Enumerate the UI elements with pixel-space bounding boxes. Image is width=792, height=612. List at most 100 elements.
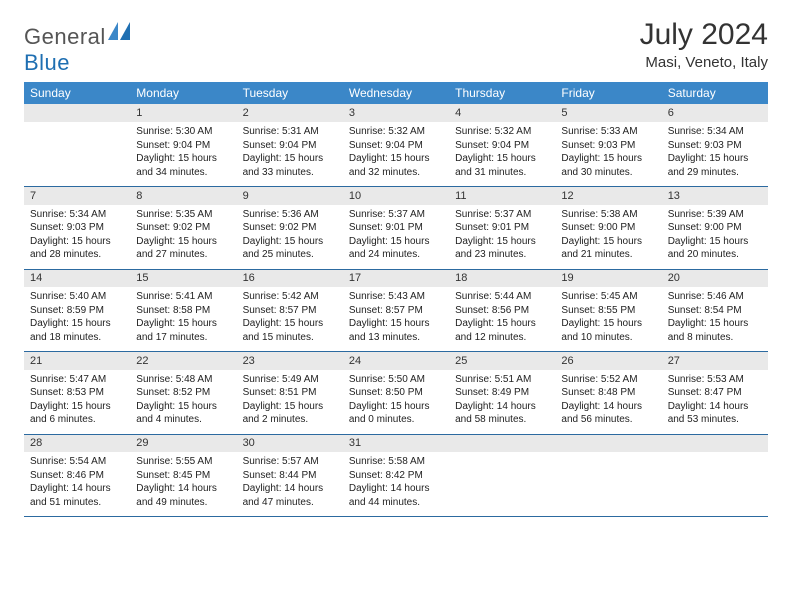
brand-text: GeneralBlue bbox=[24, 24, 132, 76]
day-number-cell: 17 bbox=[343, 269, 449, 287]
detail-line: and 10 minutes. bbox=[561, 331, 655, 345]
day-detail-cell: Sunrise: 5:50 AMSunset: 8:50 PMDaylight:… bbox=[343, 370, 449, 434]
detail-line: and 6 minutes. bbox=[30, 413, 124, 427]
detail-line: Sunrise: 5:37 AM bbox=[349, 208, 443, 222]
title-block: July 2024 Masi, Veneto, Italy bbox=[640, 18, 768, 71]
detail-line: Sunset: 8:55 PM bbox=[561, 304, 655, 318]
day-detail-cell: Sunrise: 5:40 AMSunset: 8:59 PMDaylight:… bbox=[24, 287, 130, 351]
separator-cell bbox=[24, 516, 768, 517]
detail-line: Sunrise: 5:46 AM bbox=[668, 290, 762, 304]
detail-line: Sunrise: 5:50 AM bbox=[349, 373, 443, 387]
day-detail-cell: Sunrise: 5:48 AMSunset: 8:52 PMDaylight:… bbox=[130, 370, 236, 434]
detail-line: Sunrise: 5:36 AM bbox=[243, 208, 337, 222]
detail-line: Sunrise: 5:40 AM bbox=[30, 290, 124, 304]
detail-line: Sunset: 8:51 PM bbox=[243, 386, 337, 400]
day-detail-cell: Sunrise: 5:49 AMSunset: 8:51 PMDaylight:… bbox=[237, 370, 343, 434]
day-number-cell: 4 bbox=[449, 104, 555, 122]
day-number-cell: 6 bbox=[662, 104, 768, 122]
detail-line: Daylight: 14 hours bbox=[30, 482, 124, 496]
detail-line: Daylight: 15 hours bbox=[561, 317, 655, 331]
detail-line: Sunset: 9:03 PM bbox=[561, 139, 655, 153]
detail-line: and 58 minutes. bbox=[455, 413, 549, 427]
detail-line: Sunrise: 5:54 AM bbox=[30, 455, 124, 469]
detail-line: Daylight: 15 hours bbox=[455, 317, 549, 331]
day-number-cell: 3 bbox=[343, 104, 449, 122]
detail-line: and 24 minutes. bbox=[349, 248, 443, 262]
day-number-cell: 15 bbox=[130, 269, 236, 287]
detail-line: and 32 minutes. bbox=[349, 166, 443, 180]
detail-line: Daylight: 14 hours bbox=[455, 400, 549, 414]
day-number-cell: 13 bbox=[662, 187, 768, 205]
detail-line: Sunrise: 5:52 AM bbox=[561, 373, 655, 387]
day-number-cell: 10 bbox=[343, 187, 449, 205]
detail-line: Sunset: 9:04 PM bbox=[136, 139, 230, 153]
calendar-page: GeneralBlue July 2024 Masi, Veneto, Ital… bbox=[0, 0, 792, 527]
detail-line: Sunrise: 5:44 AM bbox=[455, 290, 549, 304]
day-number-cell: 7 bbox=[24, 187, 130, 205]
weekday-header-cell: Tuesday bbox=[237, 82, 343, 104]
calendar-table: SundayMondayTuesdayWednesdayThursdayFrid… bbox=[24, 82, 768, 517]
detail-line: Sunset: 9:04 PM bbox=[455, 139, 549, 153]
day-detail-cell: Sunrise: 5:32 AMSunset: 9:04 PMDaylight:… bbox=[343, 122, 449, 186]
detail-line: Daylight: 15 hours bbox=[30, 317, 124, 331]
detail-line: Sunset: 8:53 PM bbox=[30, 386, 124, 400]
detail-line: Sunrise: 5:33 AM bbox=[561, 125, 655, 139]
detail-line: Daylight: 15 hours bbox=[561, 235, 655, 249]
detail-line: and 18 minutes. bbox=[30, 331, 124, 345]
detail-line: Daylight: 15 hours bbox=[243, 317, 337, 331]
detail-line: Sunset: 9:00 PM bbox=[668, 221, 762, 235]
detail-line: Daylight: 15 hours bbox=[30, 235, 124, 249]
detail-line: Sunset: 8:54 PM bbox=[668, 304, 762, 318]
detail-line: Sunset: 8:52 PM bbox=[136, 386, 230, 400]
detail-line: Daylight: 15 hours bbox=[243, 235, 337, 249]
day-detail-cell: Sunrise: 5:41 AMSunset: 8:58 PMDaylight:… bbox=[130, 287, 236, 351]
detail-line: Daylight: 15 hours bbox=[668, 317, 762, 331]
day-detail-cell: Sunrise: 5:36 AMSunset: 9:02 PMDaylight:… bbox=[237, 205, 343, 269]
day-number-cell: 25 bbox=[449, 352, 555, 370]
detail-line: Sunrise: 5:41 AM bbox=[136, 290, 230, 304]
brand-logo: GeneralBlue bbox=[24, 18, 132, 76]
day-detail-cell bbox=[662, 452, 768, 516]
detail-line: Daylight: 15 hours bbox=[136, 152, 230, 166]
day-detail-row: Sunrise: 5:34 AMSunset: 9:03 PMDaylight:… bbox=[24, 205, 768, 269]
day-detail-cell bbox=[24, 122, 130, 186]
page-header: GeneralBlue July 2024 Masi, Veneto, Ital… bbox=[24, 18, 768, 76]
detail-line: Sunset: 9:03 PM bbox=[30, 221, 124, 235]
day-detail-cell: Sunrise: 5:55 AMSunset: 8:45 PMDaylight:… bbox=[130, 452, 236, 516]
day-detail-cell: Sunrise: 5:52 AMSunset: 8:48 PMDaylight:… bbox=[555, 370, 661, 434]
day-number-cell: 12 bbox=[555, 187, 661, 205]
day-detail-cell: Sunrise: 5:44 AMSunset: 8:56 PMDaylight:… bbox=[449, 287, 555, 351]
detail-line: and 56 minutes. bbox=[561, 413, 655, 427]
detail-line: and 30 minutes. bbox=[561, 166, 655, 180]
detail-line: Daylight: 14 hours bbox=[668, 400, 762, 414]
day-detail-cell: Sunrise: 5:34 AMSunset: 9:03 PMDaylight:… bbox=[24, 205, 130, 269]
day-number-cell: 2 bbox=[237, 104, 343, 122]
detail-line: Daylight: 15 hours bbox=[349, 400, 443, 414]
detail-line: and 8 minutes. bbox=[668, 331, 762, 345]
detail-line: Sunrise: 5:58 AM bbox=[349, 455, 443, 469]
day-number-cell: 9 bbox=[237, 187, 343, 205]
day-detail-cell: Sunrise: 5:31 AMSunset: 9:04 PMDaylight:… bbox=[237, 122, 343, 186]
day-number-cell: 31 bbox=[343, 434, 449, 452]
detail-line: Sunrise: 5:45 AM bbox=[561, 290, 655, 304]
detail-line: and 21 minutes. bbox=[561, 248, 655, 262]
day-number-cell: 19 bbox=[555, 269, 661, 287]
day-number-cell: 30 bbox=[237, 434, 343, 452]
detail-line: and 0 minutes. bbox=[349, 413, 443, 427]
day-detail-cell: Sunrise: 5:57 AMSunset: 8:44 PMDaylight:… bbox=[237, 452, 343, 516]
day-detail-cell: Sunrise: 5:53 AMSunset: 8:47 PMDaylight:… bbox=[662, 370, 768, 434]
detail-line: and 2 minutes. bbox=[243, 413, 337, 427]
detail-line: Sunset: 8:49 PM bbox=[455, 386, 549, 400]
detail-line: and 15 minutes. bbox=[243, 331, 337, 345]
day-number-cell bbox=[449, 434, 555, 452]
day-number-cell: 24 bbox=[343, 352, 449, 370]
detail-line: Sunrise: 5:42 AM bbox=[243, 290, 337, 304]
detail-line: and 33 minutes. bbox=[243, 166, 337, 180]
detail-line: Daylight: 15 hours bbox=[455, 235, 549, 249]
day-detail-cell: Sunrise: 5:33 AMSunset: 9:03 PMDaylight:… bbox=[555, 122, 661, 186]
weekday-header-cell: Thursday bbox=[449, 82, 555, 104]
detail-line: Daylight: 15 hours bbox=[30, 400, 124, 414]
day-detail-cell: Sunrise: 5:34 AMSunset: 9:03 PMDaylight:… bbox=[662, 122, 768, 186]
detail-line: Sunset: 9:01 PM bbox=[455, 221, 549, 235]
day-detail-cell: Sunrise: 5:38 AMSunset: 9:00 PMDaylight:… bbox=[555, 205, 661, 269]
